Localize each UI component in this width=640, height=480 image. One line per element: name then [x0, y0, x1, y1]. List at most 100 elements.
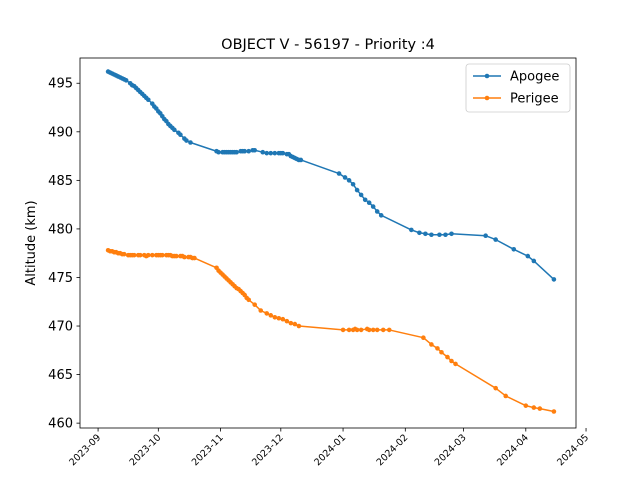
apogee-point — [336, 171, 342, 176]
apogee-point — [531, 258, 537, 264]
y-axis-label: Altitude (km) — [24, 200, 39, 285]
perigee-point — [435, 346, 440, 351]
perigee-point — [370, 327, 376, 333]
apogee-point — [437, 232, 442, 238]
apogee-point — [354, 187, 360, 193]
apogee-point — [145, 97, 151, 103]
apogee-point — [246, 148, 251, 154]
apogee-point — [242, 148, 247, 154]
y-tick-label: 485 — [48, 174, 73, 189]
apogee-point — [342, 175, 348, 180]
perigee-point — [288, 320, 294, 326]
apogee-point — [123, 78, 129, 83]
apogee-point — [280, 150, 286, 156]
plot-frame — [79, 57, 577, 429]
y-tick-label: 480 — [48, 222, 73, 237]
legend-marker-apogee — [484, 73, 490, 79]
perigee-point — [246, 297, 251, 303]
apogee-point — [511, 247, 517, 252]
perigee-point — [346, 327, 352, 333]
perigee-point — [272, 314, 278, 320]
perigee-point — [358, 327, 364, 333]
apogee-point — [264, 150, 270, 156]
apogee-point — [216, 149, 221, 155]
y-tick-label: 465 — [48, 368, 73, 383]
perigee-point — [284, 318, 290, 324]
apogee-point — [493, 237, 498, 242]
apogee-point — [443, 232, 448, 238]
apogee-point — [378, 213, 384, 218]
perigee-point — [537, 406, 543, 411]
y-tick-label: 490 — [48, 125, 73, 140]
apogee-point — [409, 227, 414, 233]
apogee-point — [358, 192, 364, 198]
apogee-point — [234, 149, 239, 155]
chart-title: OBJECT V - 56197 - Priority :4 — [221, 37, 435, 53]
apogee-point — [184, 138, 189, 143]
perigee-point — [421, 335, 426, 340]
apogee-point — [525, 253, 531, 259]
apogee-point — [483, 233, 488, 239]
y-tick-label: 475 — [48, 271, 73, 286]
perigee-point — [258, 308, 264, 313]
perigee-point — [292, 321, 298, 327]
perigee-point — [445, 354, 450, 360]
perigee-point — [523, 403, 529, 408]
perigee-point — [145, 252, 151, 258]
perigee-point — [192, 255, 197, 261]
perigee-point — [137, 252, 143, 258]
perigee-point — [531, 405, 537, 410]
y-tick-label: 470 — [48, 320, 73, 335]
apogee-point — [374, 209, 380, 214]
perigee-point — [160, 252, 165, 258]
apogee-point — [260, 149, 266, 155]
apogee-point — [298, 157, 304, 163]
apogee-point — [350, 181, 356, 187]
perigee-point — [182, 254, 187, 260]
apogee-point — [346, 178, 352, 183]
perigee-point — [453, 361, 458, 367]
apogee-point — [449, 231, 454, 237]
perigee-point — [252, 302, 257, 307]
apogee-point — [188, 140, 193, 145]
perigee-point — [121, 251, 127, 257]
apogee-point — [429, 232, 434, 238]
perigee-point — [386, 327, 392, 333]
apogee-point — [417, 230, 422, 236]
perigee-point — [354, 327, 360, 333]
apogee-point — [362, 197, 368, 203]
apogee-point — [178, 132, 183, 138]
perigee-point — [174, 253, 179, 259]
apogee-point — [252, 147, 257, 153]
plot-area — [105, 69, 557, 414]
perigee-point — [439, 349, 444, 355]
perigee-point — [131, 252, 137, 258]
perigee-point — [280, 316, 286, 322]
perigee-point — [276, 315, 282, 321]
perigee-point — [551, 409, 557, 414]
apogee-point — [551, 277, 557, 282]
perigee-point — [374, 327, 380, 333]
y-tick-label: 460 — [48, 417, 73, 432]
perigee-point — [340, 327, 346, 333]
perigee-point — [503, 393, 509, 399]
perigee-point — [264, 311, 270, 316]
legend-label-apogee: Apogee — [510, 70, 559, 85]
perigee-point — [493, 385, 498, 391]
perigee-point — [449, 358, 454, 364]
perigee-point — [296, 323, 302, 329]
legend: Apogee Perigee — [465, 63, 571, 113]
apogee-point — [268, 150, 274, 156]
legend-label-perigee: Perigee — [510, 92, 559, 107]
perigee-point — [429, 342, 434, 347]
y-tick-label: 495 — [48, 77, 73, 92]
perigee-point — [380, 327, 386, 333]
apogee-point — [423, 231, 428, 237]
apogee-point — [370, 204, 376, 209]
perigee-point — [268, 313, 274, 318]
legend-marker-perigee — [484, 95, 490, 101]
apogee-point — [172, 127, 177, 133]
apogee-point — [366, 200, 372, 205]
apogee-point — [272, 150, 278, 156]
